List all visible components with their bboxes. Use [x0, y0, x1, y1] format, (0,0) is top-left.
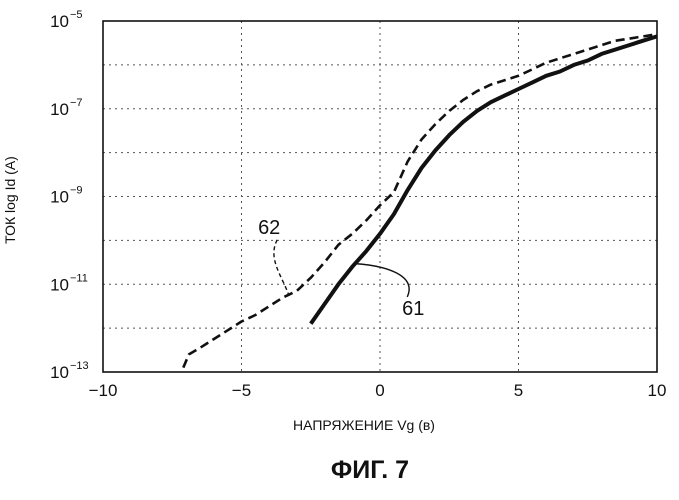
x-tick-label: 5 [514, 381, 523, 400]
grid-lines [103, 21, 657, 372]
y-tick-exponent: −13 [70, 360, 89, 372]
x-tick-label: 0 [375, 381, 384, 400]
y-tick-label: 10 [50, 100, 69, 119]
y-tick-labels: 10−1310−1110−910−710−5 [50, 9, 89, 382]
annotation-label-62: 62 [258, 217, 280, 239]
y-tick-exponent: −9 [70, 185, 83, 197]
annotation-leader-62 [274, 240, 289, 295]
annotation-leader-61 [355, 264, 409, 297]
x-axis-title: НАПРЯЖЕНИЕ Vg (в) [293, 417, 435, 433]
y-tick-exponent: −11 [70, 272, 88, 284]
x-tick-labels: −10 −5 0 5 10 [89, 381, 667, 400]
x-tick-label: −5 [232, 381, 251, 400]
x-tick-label: −10 [89, 381, 118, 400]
y-tick-exponent: −7 [70, 97, 83, 109]
y-axis-title: ТОК log Id (A) [2, 156, 18, 244]
annotation-layer: 62 61 [258, 217, 424, 320]
y-tick-label: 10 [50, 275, 69, 294]
y-tick-label: 10 [50, 188, 69, 207]
y-tick-exponent: −5 [70, 9, 83, 21]
y-tick-label: 10 [50, 363, 69, 382]
x-tick-label: 10 [648, 381, 667, 400]
annotation-label-61: 61 [402, 298, 424, 320]
figure-caption: ФИГ. 7 [331, 456, 409, 484]
y-tick-label: 10 [50, 12, 69, 31]
series-line-61 [311, 36, 657, 323]
